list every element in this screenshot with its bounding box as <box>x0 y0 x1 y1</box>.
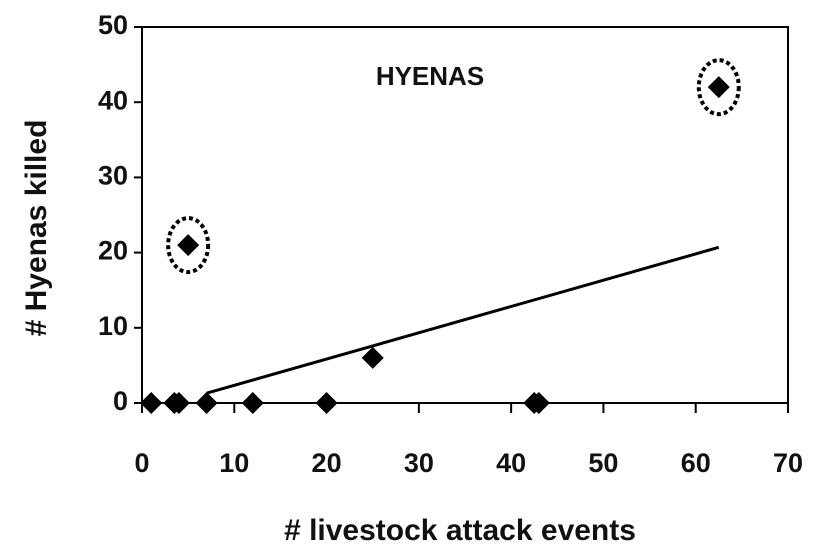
y-tick-label: 0 <box>113 386 128 416</box>
point <box>707 76 730 99</box>
point <box>361 346 384 369</box>
y-tick-label: 20 <box>98 236 128 266</box>
chart-title: HYENAS <box>376 61 484 91</box>
y-axis-label: # Hyenas killed <box>20 120 53 337</box>
y-tick-label: 50 <box>98 10 128 40</box>
x-tick-label: 60 <box>681 448 711 478</box>
point <box>177 234 200 257</box>
outlier-circle <box>696 58 741 117</box>
point <box>195 392 218 414</box>
y-tick-label: 10 <box>98 311 128 341</box>
y-tick-label: 40 <box>98 85 128 115</box>
x-tick-label: 0 <box>134 448 149 478</box>
x-tick-label: 20 <box>312 448 342 478</box>
outlier-circle <box>166 216 211 275</box>
y-tick-label: 30 <box>98 161 128 191</box>
x-tick-label: 70 <box>773 448 803 478</box>
x-tick-label: 10 <box>219 448 249 478</box>
x-tick-label: 40 <box>496 448 526 478</box>
point <box>315 392 338 414</box>
point <box>241 392 264 414</box>
x-axis-label: # livestock attack events <box>284 514 636 547</box>
x-tick-label: 30 <box>404 448 434 478</box>
point <box>140 392 163 414</box>
point <box>167 392 190 414</box>
trend-line <box>206 245 720 395</box>
x-tick-label: 50 <box>588 448 618 478</box>
plot-frame <box>141 26 789 404</box>
point <box>527 392 550 414</box>
